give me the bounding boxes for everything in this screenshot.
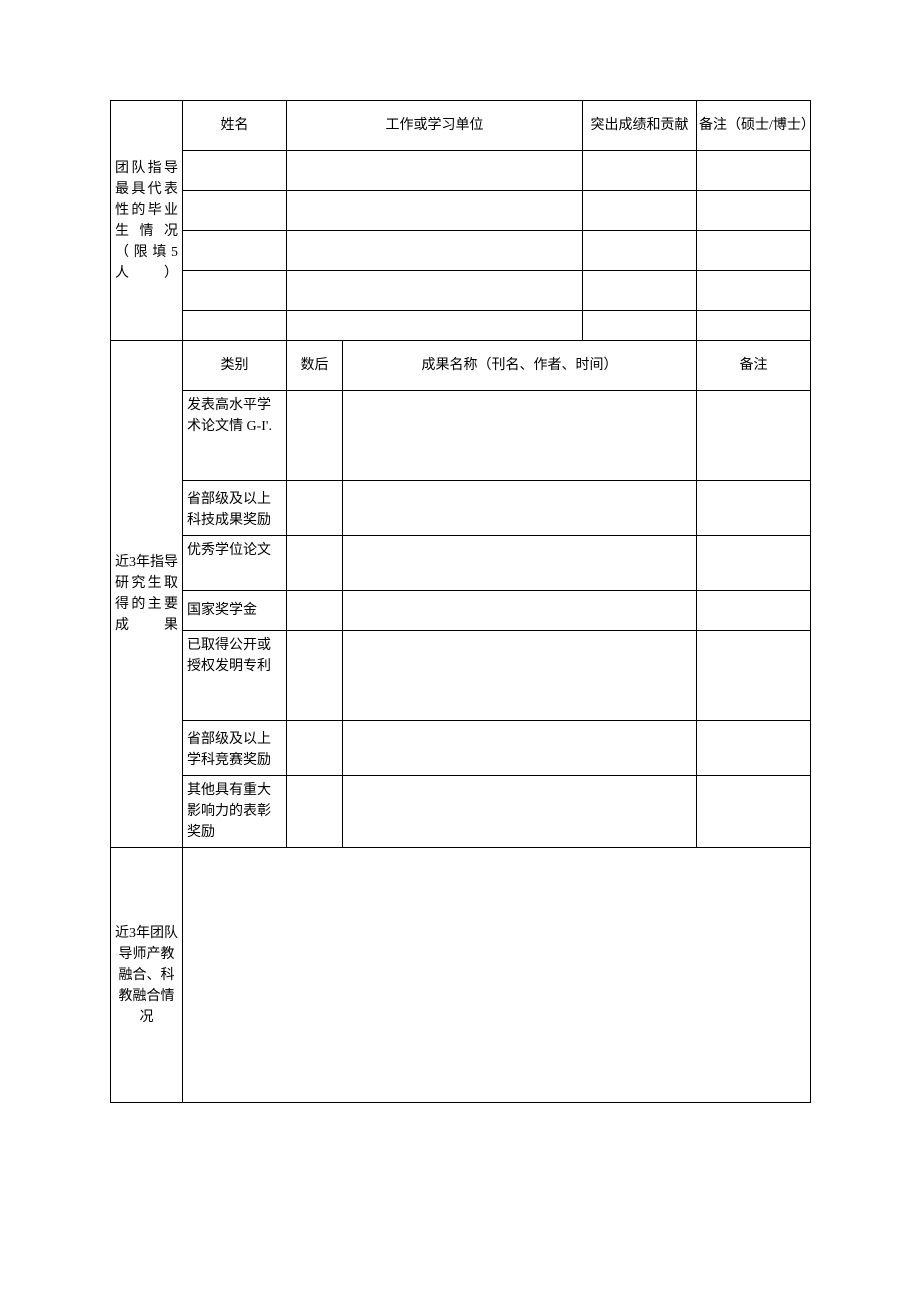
section1-cell[interactable] xyxy=(183,311,287,341)
section2-remark[interactable] xyxy=(697,776,811,848)
section2-count[interactable] xyxy=(287,391,343,481)
section1-header-achievement: 突出成绩和贡献 xyxy=(583,101,697,151)
section1-header-unit: 工作或学习单位 xyxy=(287,101,583,151)
section1-cell[interactable] xyxy=(583,231,697,271)
section2-count[interactable] xyxy=(287,631,343,721)
section1-cell[interactable] xyxy=(287,271,583,311)
section2-header-resultname: 成果名称（刊名、作者、时间） xyxy=(343,341,697,391)
section2-header-category: 类别 xyxy=(183,341,287,391)
section1-cell[interactable] xyxy=(697,311,811,341)
section2-result[interactable] xyxy=(343,776,697,848)
section2-remark[interactable] xyxy=(697,536,811,591)
section2-remark[interactable] xyxy=(697,591,811,631)
section2-result[interactable] xyxy=(343,391,697,481)
section1-cell[interactable] xyxy=(697,191,811,231)
section2-category: 省部级及以上科技成果奖励 xyxy=(183,481,287,536)
section1-cell[interactable] xyxy=(697,231,811,271)
section2-count[interactable] xyxy=(287,481,343,536)
section2-result[interactable] xyxy=(343,721,697,776)
section2-category: 发表高水平学术论文情 G-I'. xyxy=(183,391,287,481)
section3-content[interactable] xyxy=(183,848,811,1103)
section2-remark[interactable] xyxy=(697,721,811,776)
section1-cell[interactable] xyxy=(583,191,697,231)
section1-cell[interactable] xyxy=(287,311,583,341)
section1-cell[interactable] xyxy=(287,191,583,231)
section1-cell[interactable] xyxy=(697,271,811,311)
section1-cell[interactable] xyxy=(697,151,811,191)
section1-cell[interactable] xyxy=(583,151,697,191)
section2-category: 其他具有重大影响力的表彰奖励 xyxy=(183,776,287,848)
section2-remark[interactable] xyxy=(697,391,811,481)
section2-result[interactable] xyxy=(343,631,697,721)
form-table: 团队指导最具代表性的毕业生情况（限填5人） 姓名 工作或学习单位 突出成绩和贡献… xyxy=(110,100,811,1103)
section1-cell[interactable] xyxy=(183,151,287,191)
section2-category: 省部级及以上学科竞赛奖励 xyxy=(183,721,287,776)
section2-count[interactable] xyxy=(287,591,343,631)
section1-cell[interactable] xyxy=(183,231,287,271)
section2-header-remark: 备注 xyxy=(697,341,811,391)
section2-label: 近3年指导研究生取得的主要成果 xyxy=(111,341,183,848)
section2-result[interactable] xyxy=(343,481,697,536)
section3-label: 近3年团队导师产教融合、科教融合情况 xyxy=(111,848,183,1103)
section2-remark[interactable] xyxy=(697,631,811,721)
section1-cell[interactable] xyxy=(183,271,287,311)
section2-result[interactable] xyxy=(343,536,697,591)
section1-cell[interactable] xyxy=(183,191,287,231)
section1-cell[interactable] xyxy=(583,271,697,311)
section1-cell[interactable] xyxy=(583,311,697,341)
section2-remark[interactable] xyxy=(697,481,811,536)
section2-count[interactable] xyxy=(287,776,343,848)
section2-category: 优秀学位论文 xyxy=(183,536,287,591)
section2-count[interactable] xyxy=(287,721,343,776)
section2-result[interactable] xyxy=(343,591,697,631)
section1-label: 团队指导最具代表性的毕业生情况（限填5人） xyxy=(111,101,183,341)
section1-header-name: 姓名 xyxy=(183,101,287,151)
section2-count[interactable] xyxy=(287,536,343,591)
section1-header-remark: 备注（硕士/博士） xyxy=(697,101,811,151)
section2-header-count: 数后 xyxy=(287,341,343,391)
section1-cell[interactable] xyxy=(287,151,583,191)
section1-cell[interactable] xyxy=(287,231,583,271)
section2-category: 国家奖学金 xyxy=(183,591,287,631)
section2-category: 已取得公开或授权发明专利 xyxy=(183,631,287,721)
